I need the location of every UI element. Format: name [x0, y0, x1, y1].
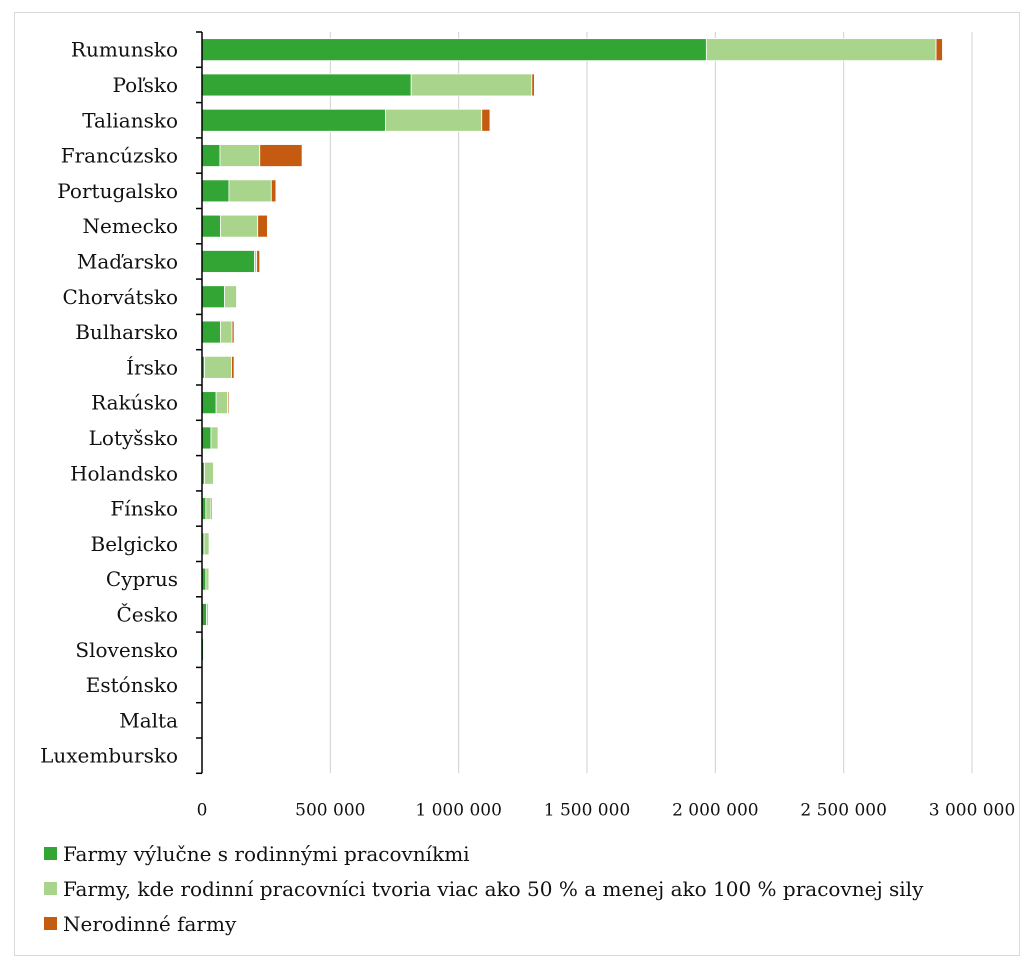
category-label: Maďarsko	[77, 249, 178, 273]
bar-segment	[201, 108, 386, 132]
category-axis	[196, 31, 203, 775]
bar-segment	[531, 73, 535, 97]
x-tick-label: 500 000	[295, 800, 365, 820]
bar-segment	[219, 144, 261, 167]
category-label: Rumunsko	[71, 38, 178, 62]
category-label: Česko	[116, 601, 178, 626]
bar-segment	[231, 355, 235, 379]
bar-segment	[201, 426, 212, 450]
legend-item: Farmy výlučne s rodinnými pracovníkmi	[44, 836, 923, 871]
legend-swatch	[44, 847, 57, 860]
legend-label: Farmy, kde rodinní pracovníci tvoria via…	[63, 876, 924, 901]
legend-item: Nerodinné farmy	[44, 906, 923, 941]
bar-segment	[213, 461, 215, 485]
bar-segment	[215, 391, 229, 415]
bar-segment	[210, 426, 219, 450]
bar-segment	[217, 426, 220, 450]
bar-segment	[204, 461, 214, 485]
bar-segment	[231, 320, 235, 344]
category-label: Lotyšsko	[89, 426, 178, 450]
x-tick-label: 1 500 000	[544, 800, 631, 820]
bar-segment	[201, 73, 412, 97]
bar-segment	[201, 320, 221, 344]
category-label: Portugalsko	[57, 179, 178, 203]
bar-segment	[270, 179, 277, 203]
bar-segment	[201, 144, 221, 167]
category-label: Rakúsko	[91, 391, 178, 415]
bar-segment	[220, 214, 259, 238]
bar-segment	[228, 179, 272, 203]
legend-item: Farmy, kde rodinní pracovníci tvoria via…	[44, 871, 923, 906]
bar-segment	[935, 38, 943, 62]
bars	[201, 38, 943, 768]
legend-label: Nerodinné farmy	[63, 911, 237, 936]
x-tick-label: 2 500 000	[800, 800, 887, 820]
category-label: Bulharsko	[75, 320, 178, 344]
category-labels: Rumunsko Poľsko Taliansko Francúzsko Portuga…	[40, 38, 178, 768]
bar-segment	[204, 355, 232, 379]
x-tick-label: 1 000 000	[415, 800, 502, 820]
category-label: Írsko	[126, 355, 178, 379]
bar-segment	[257, 214, 268, 238]
bar-segment	[201, 214, 221, 238]
bar-segment	[210, 497, 213, 520]
bar-segment	[256, 250, 261, 273]
bar-segment	[205, 497, 212, 520]
legend: Farmy výlučne s rodinnými pracovníkmi Fa…	[44, 836, 923, 941]
bar-segment	[208, 532, 211, 556]
category-label: Nemecko	[83, 214, 179, 238]
bar-segment	[259, 144, 303, 167]
bar-segment	[224, 285, 238, 309]
bar-segment	[201, 179, 230, 203]
x-tick-label: 2 000 000	[672, 800, 759, 820]
bar-segment	[201, 391, 217, 415]
bar-segment	[410, 73, 533, 97]
bar-segment	[227, 391, 230, 415]
category-label: Cyprus	[106, 567, 178, 591]
category-label: Poľsko	[112, 73, 178, 97]
legend-swatch	[44, 917, 57, 930]
category-label: Fínsko	[110, 497, 178, 521]
category-label: Luxembursko	[40, 744, 178, 768]
chart-frame	[14, 12, 1020, 956]
category-label: Taliansko	[82, 108, 178, 132]
bar-segment	[208, 603, 210, 626]
bar-segment	[201, 38, 707, 62]
category-label: Estónsko	[86, 673, 178, 697]
category-label: Slovensko	[75, 638, 178, 662]
bar-segment	[481, 108, 491, 132]
category-label: Holandsko	[70, 461, 178, 485]
x-tick-labels: 0 500 000 1 000 000 1 500 000 2 000 000 2 500…	[197, 800, 1016, 820]
category-label: Malta	[119, 708, 178, 732]
bar-segment	[205, 567, 210, 591]
x-tick-label: 3 000 000	[929, 800, 1016, 820]
bar-segment	[201, 285, 225, 309]
bar-segment	[705, 38, 937, 62]
stacked-bar-chart: Rumunsko Poľsko Taliansko Francúzsko Portuga…	[40, 31, 1016, 820]
bar-segment	[385, 108, 483, 132]
category-label: Belgicko	[91, 532, 179, 556]
legend-label: Farmy výlučne s rodinnými pracovníkmi	[63, 841, 470, 866]
bar-segment	[236, 285, 238, 309]
bar-segment	[201, 250, 256, 273]
bar-segment	[203, 532, 210, 556]
grid-lines	[329, 32, 973, 774]
category-label: Francúzsko	[61, 144, 178, 168]
legend-swatch	[44, 882, 57, 895]
bar-segment	[220, 320, 233, 344]
category-label: Chorvátsko	[63, 285, 178, 309]
x-tick-label: 0	[197, 800, 208, 820]
